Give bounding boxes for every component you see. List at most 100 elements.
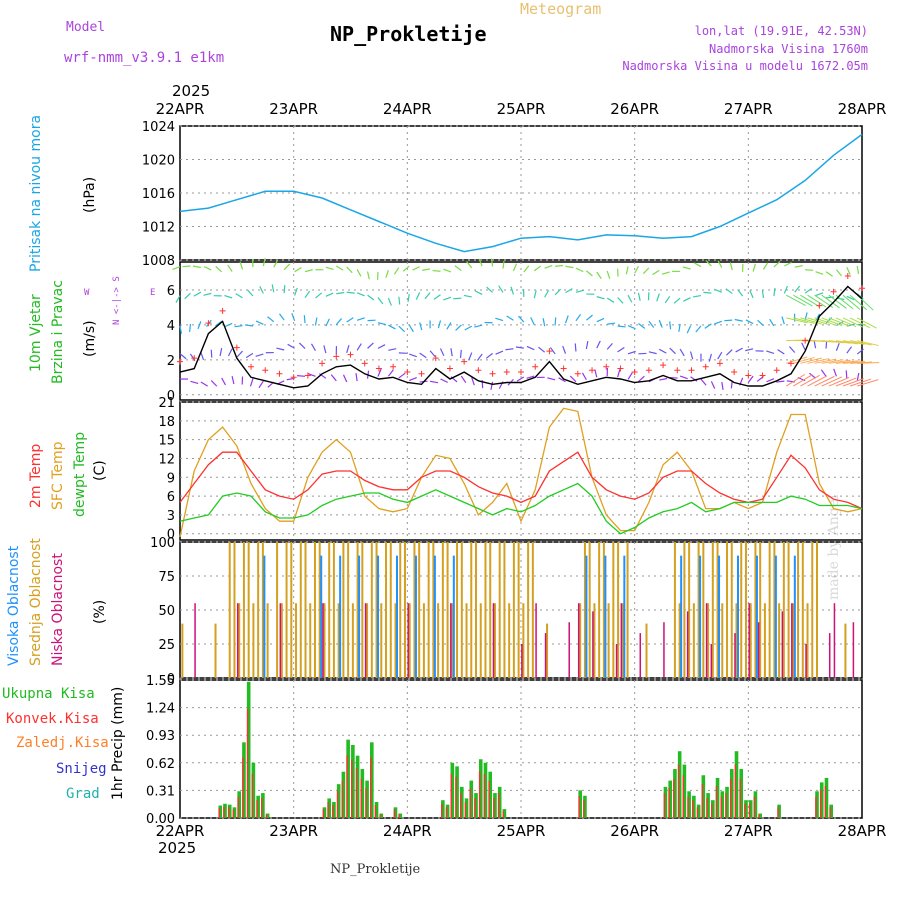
wind-arrow — [259, 286, 264, 294]
wind-arrow — [627, 325, 636, 330]
y-tick-label: 3 — [167, 509, 175, 524]
wind-arrow — [236, 350, 243, 358]
wind-arrow — [789, 346, 796, 353]
precip-total-bar — [237, 791, 242, 818]
precip-total-bar — [819, 782, 824, 818]
precip-total-bar — [673, 769, 677, 818]
wind-fan-arrow — [800, 374, 820, 387]
wind-arrow — [459, 349, 462, 359]
wind-gust-mark — [859, 285, 865, 292]
wind-arrow — [648, 320, 655, 328]
wind-arrow — [398, 296, 401, 305]
wind-arrow — [533, 265, 542, 272]
wind-gust-mark — [333, 353, 340, 360]
precip-total-bar — [374, 801, 379, 818]
wind-arrow — [356, 317, 365, 321]
wind-fan-arrow — [828, 294, 847, 309]
precip-total-bar — [682, 764, 687, 818]
wind-arrow — [721, 381, 724, 390]
wind-gust-mark — [759, 372, 766, 379]
precip-total-bar — [398, 813, 403, 818]
wind-arrow — [502, 260, 505, 269]
wind-gust-mark — [489, 370, 496, 377]
wind-arrow — [836, 320, 844, 326]
precip-total-bar — [351, 744, 355, 818]
precip-conv-bar — [668, 788, 670, 818]
wind-fan-arrow — [821, 294, 840, 309]
wind-gust-mark — [205, 320, 212, 327]
wind-arrow — [221, 377, 227, 386]
wind-arrow — [215, 266, 223, 273]
wind-arrow — [495, 317, 504, 322]
x-tick-bottom: 25APR — [497, 822, 546, 840]
wind-arrow — [617, 369, 621, 378]
wind-arrow — [490, 381, 494, 390]
precip-total-bar — [332, 801, 336, 818]
footer-station: NP_Prokletije — [330, 862, 421, 877]
wind-arrow — [239, 261, 244, 270]
precip-conv-bar — [341, 780, 343, 818]
wind-arrow — [569, 375, 577, 383]
wind-arrow — [856, 372, 860, 381]
wind-arrow — [424, 292, 431, 300]
wind-arrow — [729, 262, 733, 271]
wind-arrow — [542, 318, 546, 327]
precip-total-bar — [739, 769, 744, 818]
wind-arrow — [453, 297, 462, 300]
precip-total-bar — [493, 793, 497, 818]
wind-arrow — [463, 294, 472, 298]
wind-arrow — [258, 380, 264, 389]
wind-gust-mark — [390, 363, 397, 370]
wind-arrow — [377, 297, 384, 305]
wind-arrow — [606, 342, 613, 350]
wind-arrow — [783, 285, 789, 294]
wind-arrow — [283, 285, 286, 294]
precip-conv-bar — [251, 773, 254, 818]
wind-arrow — [530, 317, 535, 325]
compass-w: W — [84, 288, 90, 298]
wind-arrow — [335, 318, 342, 325]
wind-arrow — [262, 258, 266, 267]
precip-conv-bar — [673, 778, 675, 818]
precip-conv-bar — [758, 814, 760, 818]
wind-gust-mark — [319, 360, 326, 367]
wind-arrow — [387, 297, 392, 306]
wind-arrow — [606, 297, 615, 303]
wind-arrow — [287, 343, 295, 349]
precip-total-bar — [824, 777, 829, 818]
y-tick-label: 0.62 — [146, 757, 175, 772]
wind-gust-mark — [432, 355, 439, 362]
model-elevation-label: Nadmorska Visina u modelu 1672.05m — [622, 59, 868, 73]
wind-arrow — [544, 264, 553, 269]
wind-arrow — [585, 270, 593, 277]
y-tick-label: 1012 — [142, 221, 175, 236]
wind-fan-arrow — [835, 340, 858, 345]
wind-arrow — [283, 263, 291, 271]
wind-arrow — [686, 325, 692, 334]
wind-fan-arrow — [793, 374, 813, 387]
precip-total-bar — [336, 784, 341, 818]
wind-arrow — [714, 288, 723, 293]
precip-conv-bar — [218, 808, 220, 818]
wind-arrow — [773, 261, 781, 268]
panel-frame-4 — [179, 679, 863, 819]
wind-arrow — [565, 265, 574, 269]
wind-arrow — [398, 372, 406, 379]
precip-conv-bar — [711, 803, 713, 818]
wind-fan-arrow — [807, 375, 828, 387]
wind-fan-arrow — [850, 340, 872, 346]
wind-gust-mark — [503, 369, 510, 376]
wind-arrow — [634, 265, 639, 274]
wind-fan-arrow — [814, 358, 837, 364]
wind-arrow — [182, 265, 191, 268]
y-tick-label: 4 — [167, 319, 175, 334]
precip-conv-bar — [663, 793, 666, 818]
wind-speed-line — [179, 285, 863, 389]
precip-total-bar — [232, 807, 237, 818]
precip-total-bar — [355, 755, 360, 818]
wind-arrow — [249, 378, 254, 387]
wind-arrow — [638, 323, 646, 329]
precip-total-bar — [829, 804, 834, 818]
wind-arrow — [377, 344, 386, 349]
wind-arrow — [498, 285, 504, 293]
